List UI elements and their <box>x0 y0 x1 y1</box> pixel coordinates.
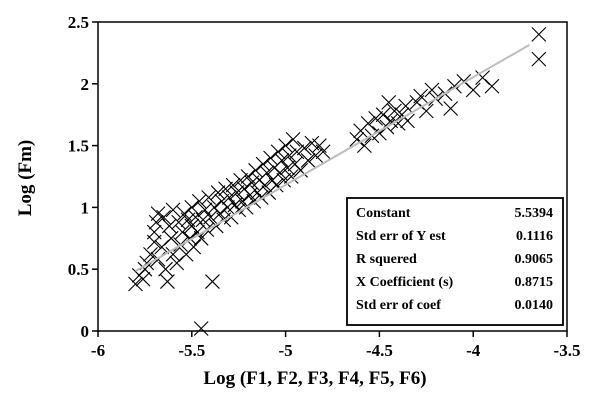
data-point <box>375 107 391 123</box>
data-point <box>165 202 181 218</box>
y-tick-label: 2.5 <box>68 13 89 32</box>
data-point <box>293 162 308 178</box>
data-point <box>137 261 153 277</box>
data-point <box>285 132 301 147</box>
data-point <box>283 169 299 184</box>
y-tick-label: 1 <box>81 198 90 217</box>
data-point <box>248 162 263 178</box>
stats-value-r-squared: 0.9065 <box>515 252 554 267</box>
data-point <box>531 26 547 42</box>
data-point <box>296 140 312 156</box>
axis-ticks <box>92 21 568 337</box>
data-point <box>186 239 202 255</box>
data-point <box>255 156 271 172</box>
data-point <box>270 144 286 160</box>
data-point <box>191 193 207 209</box>
data-point <box>175 224 190 240</box>
data-point <box>357 138 372 153</box>
stats-label-constant: Constant <box>356 206 411 221</box>
data-point <box>229 185 245 200</box>
data-point <box>161 218 177 234</box>
data-point <box>148 214 164 230</box>
stats-value-std-err-coef: 0.0140 <box>515 298 554 313</box>
stats-label-x-coefficient: X Coefficient (s) <box>356 275 454 290</box>
regression-line <box>135 44 530 272</box>
data-point <box>160 274 175 289</box>
data-point <box>221 190 237 205</box>
y-tick-label: 0.5 <box>68 260 89 279</box>
data-point <box>193 321 209 336</box>
data-point <box>398 98 414 114</box>
data-point <box>257 177 273 193</box>
stats-value-constant: 5.5394 <box>515 206 554 221</box>
data-point <box>315 144 331 160</box>
data-point <box>274 153 290 168</box>
y-tick-label: 1.5 <box>68 137 89 156</box>
data-point <box>531 51 547 67</box>
data-point <box>381 94 397 110</box>
data-point <box>171 214 187 230</box>
data-point <box>184 200 200 215</box>
data-point <box>128 276 143 292</box>
data-point <box>201 190 217 205</box>
stats-box-frame <box>346 197 564 326</box>
data-point <box>165 246 181 262</box>
x-tick-label: -5 <box>279 341 293 360</box>
stats-value-x-coefficient: 0.8715 <box>515 275 554 290</box>
x-tick-label: -5.5 <box>178 341 205 360</box>
y-tick-labels: 0 0.5 1 1.5 2 2.5 <box>68 13 89 341</box>
plot-area-frame <box>97 21 568 332</box>
x-tick-label: -6 <box>91 341 105 360</box>
stats-label-std-err-coef: Std err of coef <box>356 298 441 313</box>
data-point <box>281 148 297 163</box>
data-point <box>259 165 275 181</box>
data-points <box>128 26 547 336</box>
data-point <box>300 153 316 168</box>
stats-value-std-err-y: 0.1116 <box>516 229 553 244</box>
data-point <box>158 261 173 277</box>
data-point <box>289 144 305 160</box>
regression-stats-box: Constant 5.5394 Std err of Y est 0.1116 … <box>346 197 564 326</box>
data-point <box>225 177 241 193</box>
data-point <box>268 177 284 193</box>
data-point <box>465 82 481 98</box>
x-axis-title: Log (F1, F2, F3, F4, F5, F6) <box>203 368 426 389</box>
data-point <box>203 209 218 225</box>
x-tick-label: -3.5 <box>554 341 581 360</box>
data-point <box>280 160 295 176</box>
data-point <box>349 132 365 147</box>
stats-label-r-squared: R squered <box>356 252 417 267</box>
y-tick-label: 0 <box>81 322 90 341</box>
x-tick-label: -4.5 <box>366 341 393 360</box>
y-tick-label: 2 <box>81 75 90 94</box>
data-point <box>146 224 162 240</box>
data-point <box>163 230 179 246</box>
data-point <box>210 185 226 200</box>
data-point <box>484 78 500 94</box>
data-point <box>368 111 384 126</box>
data-point <box>443 101 459 116</box>
x-tick-labels: -6 -5.5 -5 -4.5 -4 -3.5 <box>91 341 581 360</box>
data-point <box>156 209 172 225</box>
data-point <box>193 230 209 246</box>
y-axis-title: Log (Fm) <box>15 140 36 217</box>
data-point <box>205 274 220 289</box>
data-point <box>413 88 429 104</box>
data-point <box>197 202 213 218</box>
data-point <box>424 82 440 98</box>
stats-label-std-err-y: Std err of Y est <box>356 229 446 244</box>
data-point <box>135 271 151 287</box>
data-point <box>387 103 402 119</box>
data-point <box>308 148 324 163</box>
regression-line-group <box>135 44 530 272</box>
data-point <box>400 113 415 129</box>
data-point <box>272 165 288 181</box>
data-point <box>276 172 292 188</box>
data-point <box>263 150 278 166</box>
data-point <box>218 181 233 197</box>
data-point <box>360 115 376 131</box>
data-point <box>278 138 293 153</box>
x-tick-label: -4 <box>466 341 481 360</box>
